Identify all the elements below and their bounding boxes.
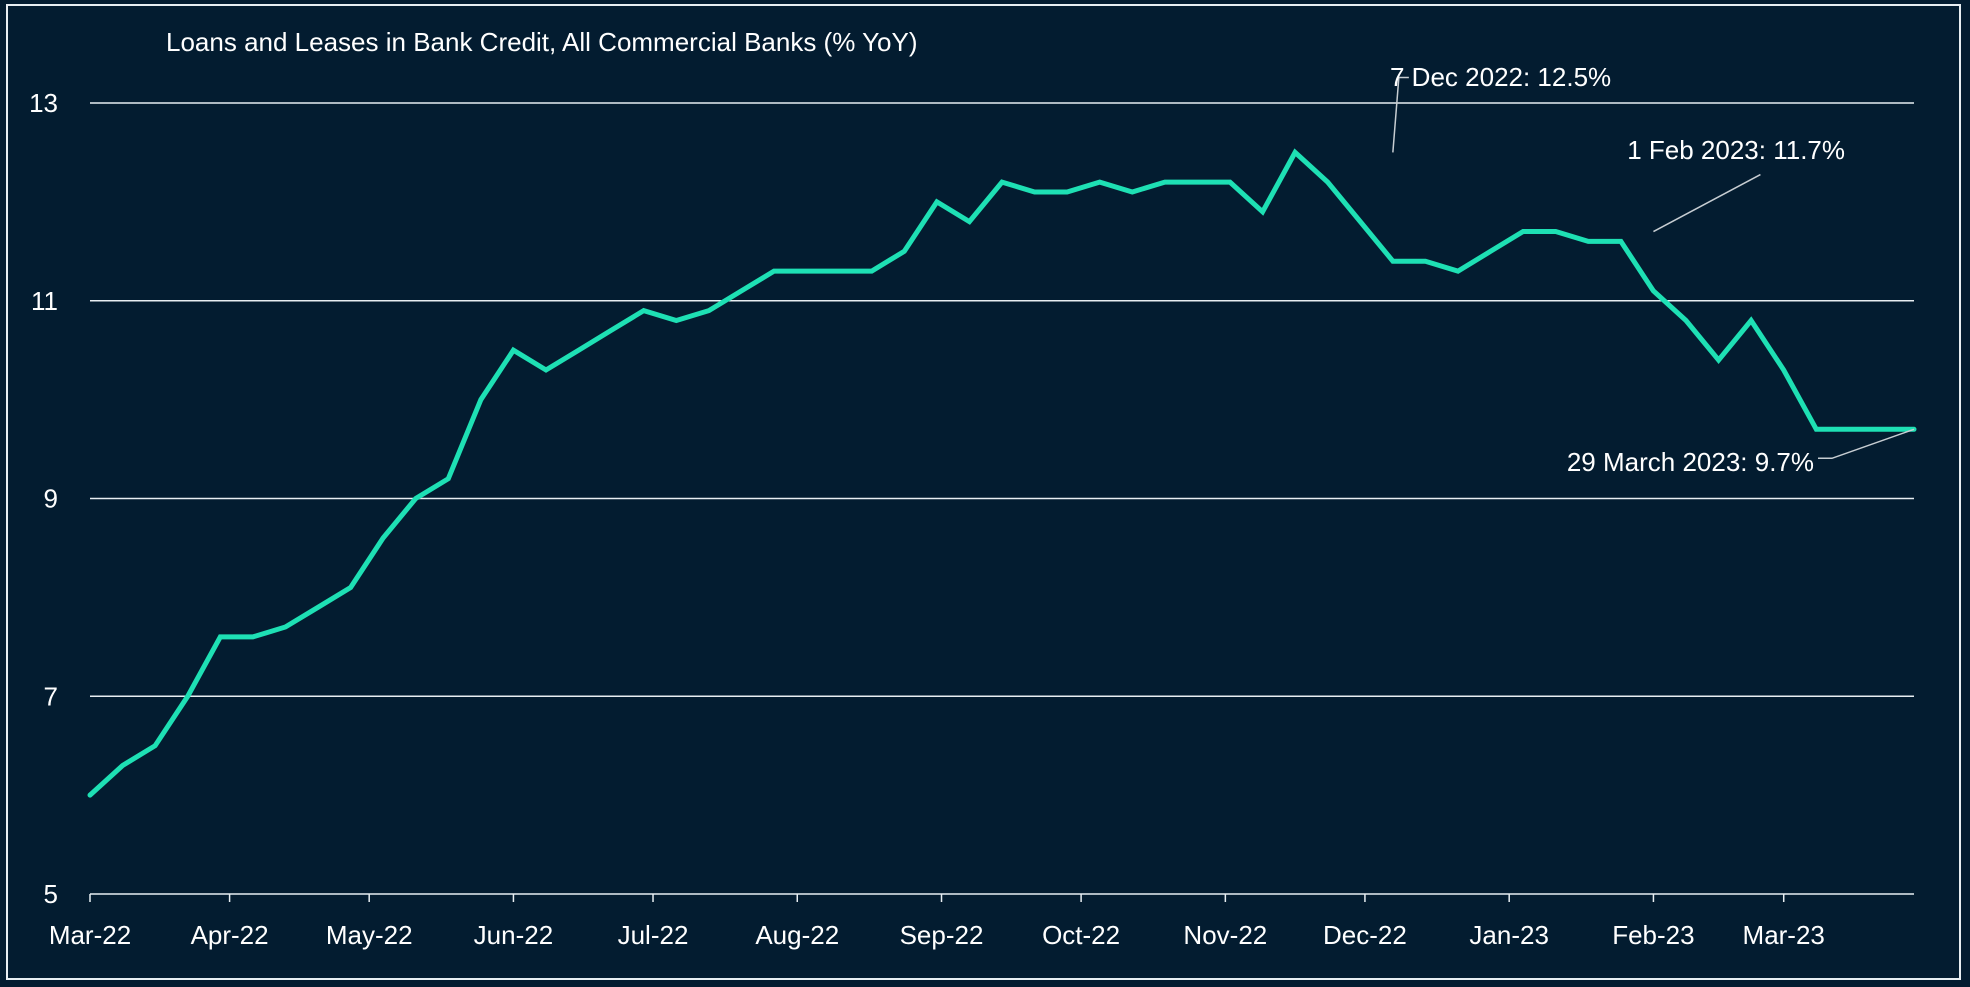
annotation-leader-line — [1653, 173, 1761, 233]
x-tick-label: Nov-22 — [1183, 920, 1267, 950]
x-tick-label: Sep-22 — [900, 920, 984, 950]
annotation-label: 7 Dec 2022: 12.5% — [1390, 62, 1611, 92]
x-tick-label: Jun-22 — [474, 920, 554, 950]
y-tick-label: 11 — [31, 286, 58, 316]
chart-frame — [6, 4, 1961, 980]
y-tick-label: 9 — [44, 484, 58, 514]
x-tick-label: Jan-23 — [1469, 920, 1549, 950]
annotations: 7 Dec 2022: 12.5% 1 Feb 2023: 11.7% 29 Mar… — [1390, 62, 1915, 477]
x-tick-label: Oct-22 — [1042, 920, 1120, 950]
series-line-layer — [87, 148, 1917, 798]
x-tick-label: Aug-22 — [755, 920, 839, 950]
x-tick-label: Mar-22 — [49, 920, 131, 950]
annotation-label: 29 March 2023: 9.7% — [1567, 447, 1814, 477]
y-axis-ticks: 5 7 9 11 13 — [29, 88, 58, 909]
x-tick-label: Feb-23 — [1612, 920, 1694, 950]
y-tick-label: 5 — [44, 879, 58, 909]
x-tick-label: Dec-22 — [1323, 920, 1407, 950]
x-tick-label: Mar-23 — [1743, 920, 1825, 950]
grid-lines — [90, 102, 1914, 697]
annotation-label: 1 Feb 2023: 11.7% — [1627, 135, 1845, 165]
y-tick-label: 13 — [29, 88, 58, 118]
x-tick-label: Apr-22 — [191, 920, 269, 950]
chart-title: Loans and Leases in Bank Credit, All Com… — [166, 27, 918, 57]
annotation-leader-line — [1392, 76, 1409, 153]
annotation-leader-line — [1818, 428, 1915, 460]
x-tick-label: May-22 — [326, 920, 413, 950]
series-line — [87, 148, 1917, 798]
y-tick-label: 7 — [44, 681, 58, 711]
x-axis: Mar-22 Apr-22 May-22 Jun-22 Jul-22 Aug-22 Sep-… — [49, 893, 1914, 950]
x-tick-label: Jul-22 — [618, 920, 689, 950]
